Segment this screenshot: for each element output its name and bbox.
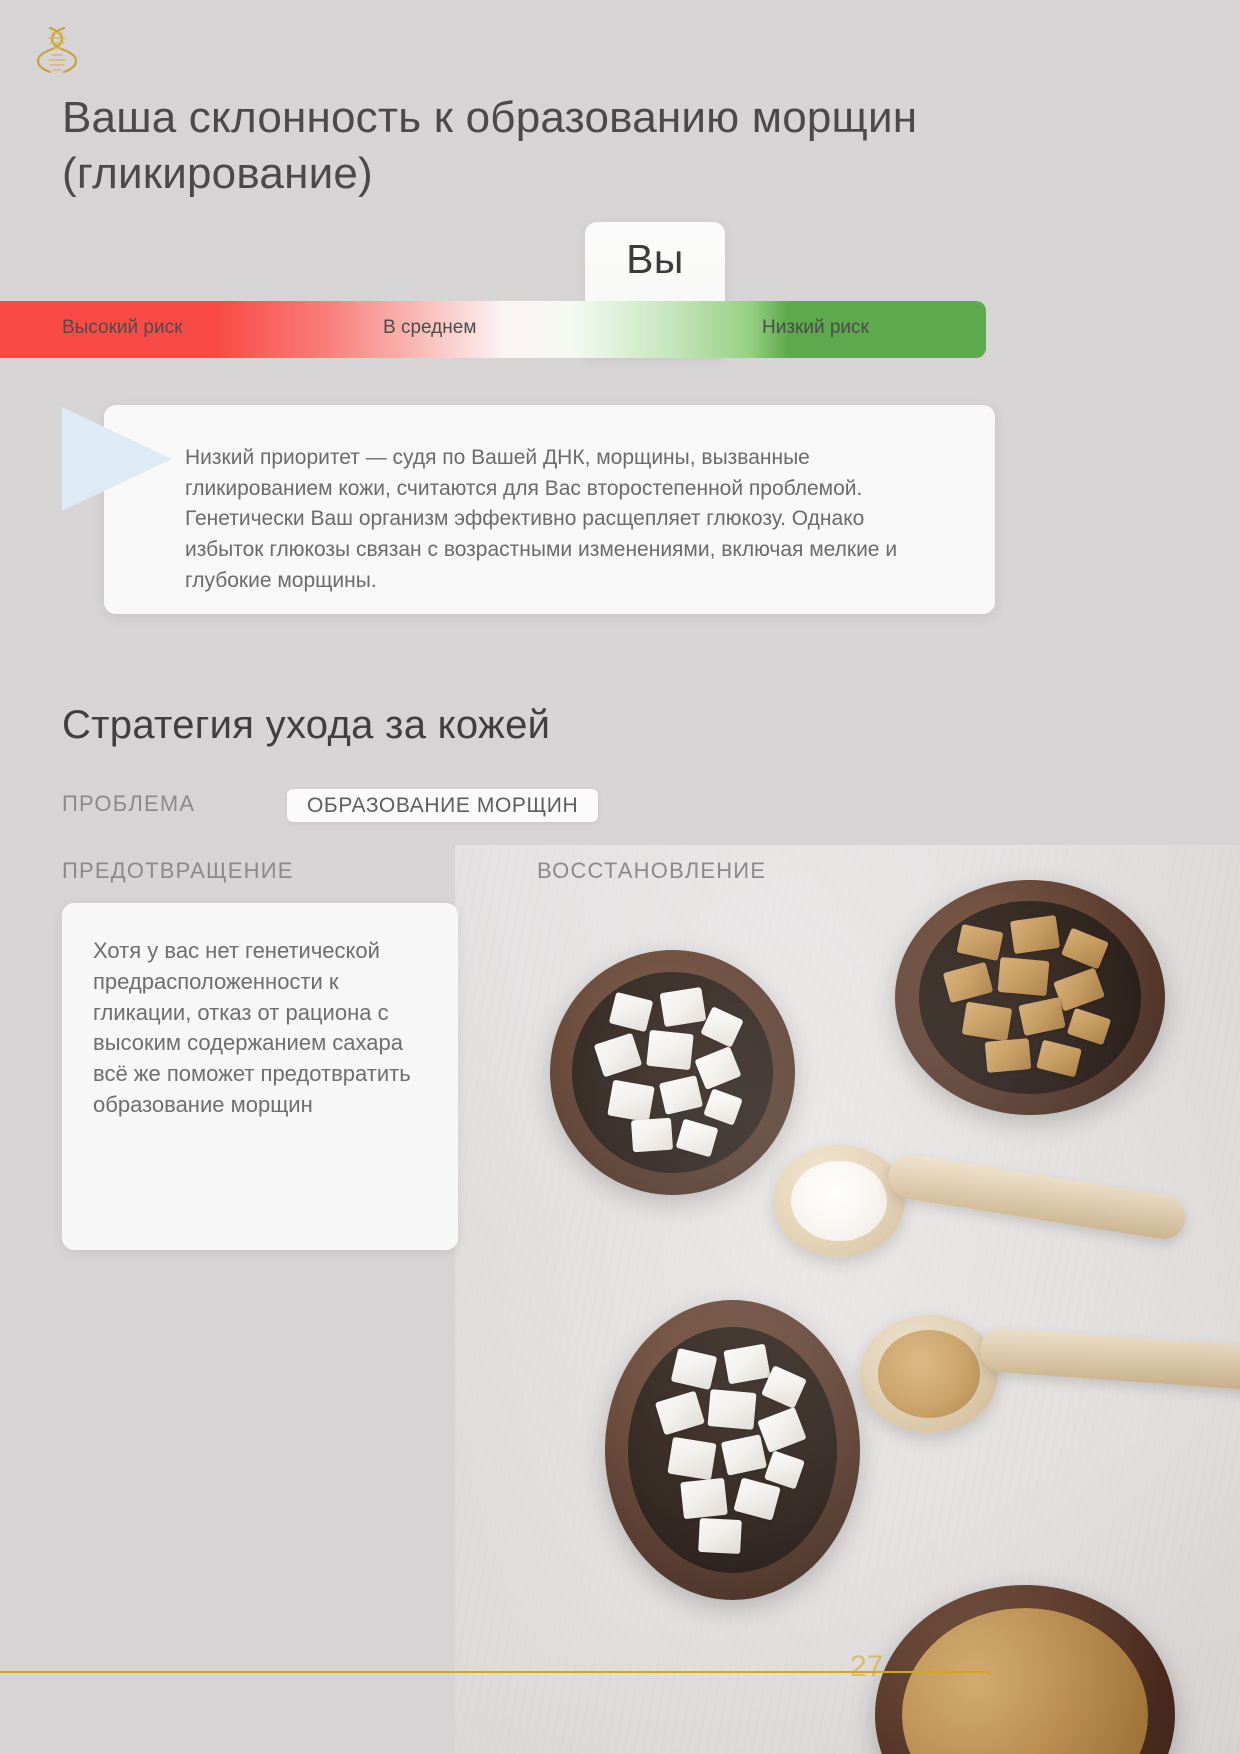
restoration-label: ВОССТАНОВЛЕНИЕ <box>537 858 767 883</box>
problem-value-badge: ОБРАЗОВАНИЕ МОРЩИН <box>287 789 599 822</box>
brown-sugar-bowl-top <box>895 880 1165 1115</box>
prevention-text: Хотя у вас нет генетической предрасполож… <box>93 938 411 1117</box>
summary-card <box>104 405 995 614</box>
photo-vignette <box>455 845 1240 1754</box>
summary-text: Низкий приоритет — судя по Вашей ДНК, мо… <box>185 446 898 592</box>
spoon-brown-sugar <box>860 1315 998 1433</box>
risk-label-high: Высокий риск <box>62 317 183 338</box>
you-marker-label: Вы <box>626 236 684 282</box>
risk-scale-labels: Высокий риск В среднем Низкий риск <box>0 301 986 358</box>
sugar-bowls-photo <box>455 845 1240 1754</box>
white-sugar-bowl-top <box>550 950 795 1195</box>
white-sugar-bowl-bottom <box>605 1300 860 1600</box>
brown-sugar-bowl-bottom <box>875 1585 1175 1754</box>
spoon-white-sugar <box>773 1145 905 1257</box>
prevention-label: ПРЕДОТВРАЩЕНИЕ <box>62 858 294 883</box>
problem-label: ПРОБЛЕМА <box>62 791 196 816</box>
risk-scale-bar <box>0 301 986 358</box>
risk-label-low: Низкий риск <box>762 317 869 338</box>
dna-helix-icon <box>36 22 82 80</box>
page-title: Ваша склонность к образованию морщин (гл… <box>62 93 918 199</box>
triangle-right-icon <box>62 407 172 511</box>
footer-divider <box>0 1671 990 1673</box>
strategy-heading: Стратегия ухода за кожей <box>62 703 551 747</box>
prevention-card <box>62 903 458 1250</box>
page-number: 27 <box>850 1650 884 1683</box>
risk-label-medium: В среднем <box>383 317 477 338</box>
